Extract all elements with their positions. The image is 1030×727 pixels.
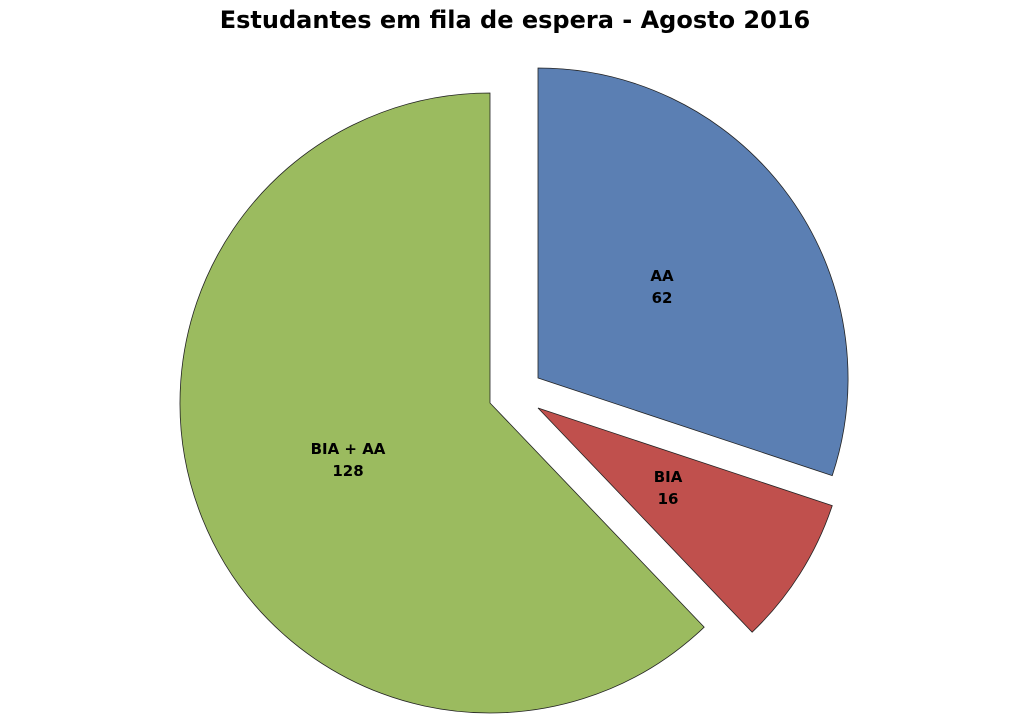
slice-category-label: BIA: [654, 468, 683, 486]
pie-slice-aa: [537, 67, 849, 477]
slice-category-label: BIA + AA: [311, 440, 386, 458]
slice-value-label: 16: [658, 490, 679, 508]
chart-title: Estudantes em fila de espera - Agosto 20…: [219, 6, 811, 34]
data-label: AA 62: [650, 267, 674, 307]
data-label: BIA + AA 128: [311, 440, 386, 480]
pie-slice-bia: [537, 407, 833, 633]
data-label: BIA 16: [654, 468, 683, 508]
slice-category-label: AA: [650, 267, 674, 285]
slice-value-label: 128: [332, 462, 363, 480]
slice-value-label: 62: [652, 289, 673, 307]
pie-slice-bia-aa: [179, 92, 705, 714]
